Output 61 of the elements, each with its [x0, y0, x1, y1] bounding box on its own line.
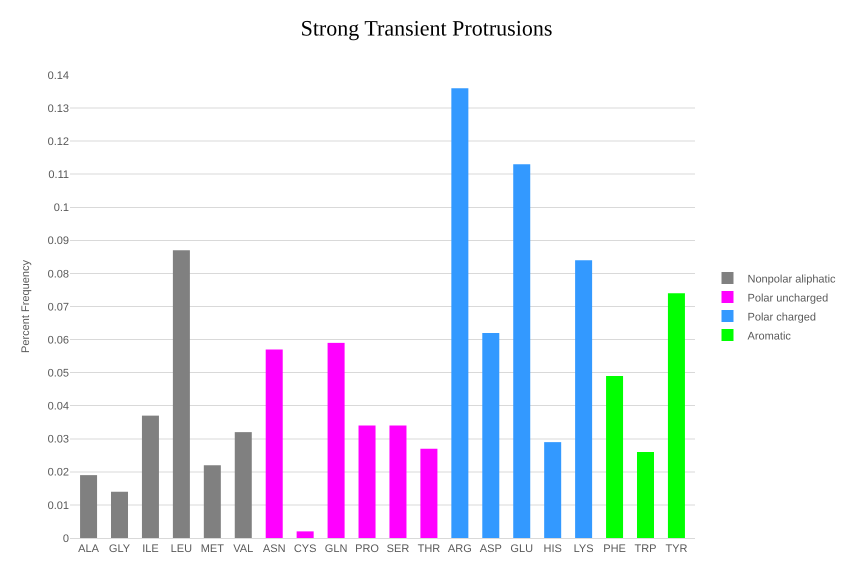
x-tick-label: HIS [544, 543, 562, 556]
y-tick-label: 0 [62, 532, 69, 545]
bar [142, 416, 159, 538]
x-tick-label: PHE [603, 543, 626, 556]
legend-label: Aromatic [748, 330, 792, 342]
y-tick-label: 0.06 [48, 334, 69, 346]
x-tick-label: TYR [665, 543, 688, 556]
y-tick-label: 0.02 [48, 466, 69, 479]
x-tick-label: GLY [108, 543, 131, 556]
y-tick-label: 0.13 [48, 102, 69, 115]
y-tick-label: 0.01 [48, 500, 69, 512]
bar [636, 452, 654, 538]
bar [328, 342, 345, 538]
bar [544, 442, 562, 538]
bar [296, 531, 314, 538]
y-tick-label: 0.1 [54, 202, 69, 214]
y-axis-title: Percent Frequency [20, 260, 32, 353]
x-tick-label: SER [386, 543, 410, 556]
x-tick-label: ASP [480, 543, 502, 556]
x-tick-label: LYS [574, 543, 594, 556]
bar [606, 376, 624, 538]
bar [172, 250, 190, 538]
x-tick-label: VAL [233, 543, 254, 556]
bar [234, 432, 252, 538]
y-tick-label: 0.08 [48, 268, 69, 280]
bar [482, 332, 500, 538]
bar [513, 164, 530, 538]
bar [204, 465, 221, 538]
x-tick-label: GLU [510, 543, 534, 556]
x-tick-label: LEU [170, 543, 192, 556]
bar [420, 448, 438, 538]
x-tick-label: PRO [355, 543, 380, 556]
legend-label: Polar charged [748, 311, 816, 324]
x-tick-label: THR [418, 543, 440, 556]
bar [80, 475, 98, 538]
y-tick-label: 0.03 [48, 434, 69, 446]
bar [668, 293, 685, 538]
y-tick-label: 0.05 [48, 367, 69, 380]
x-tick-label: MET [200, 543, 224, 556]
bar [575, 260, 592, 538]
x-tick-label: ALA [78, 543, 100, 556]
chart-title: Strong Transient Protrusions [300, 15, 552, 40]
y-tick-label: 0.14 [48, 70, 69, 82]
bar [389, 426, 406, 538]
legend-label: Polar uncharged [748, 292, 828, 304]
x-tick-label: CYS [294, 543, 316, 556]
bar [111, 492, 128, 538]
y-tick-label: 0.12 [48, 136, 69, 148]
x-tick-label: TRP [634, 543, 656, 556]
bar [358, 426, 376, 538]
x-tick-label: ARG [448, 543, 472, 556]
x-tick-label: GLN [324, 543, 348, 556]
x-tick-label: ASN [262, 543, 286, 556]
y-tick-label: 0.11 [48, 169, 69, 182]
legend-label: Nonpolar aliphatic [748, 273, 836, 286]
y-tick-label: 0.09 [48, 235, 69, 248]
bar [266, 349, 283, 538]
y-tick-label: 0.07 [48, 301, 69, 314]
x-tick-label: ILE [142, 543, 159, 556]
bar [451, 88, 468, 538]
y-tick-label: 0.04 [48, 400, 69, 413]
